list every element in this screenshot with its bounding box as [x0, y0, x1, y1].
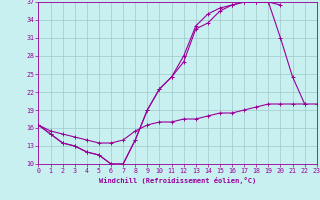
X-axis label: Windchill (Refroidissement éolien,°C): Windchill (Refroidissement éolien,°C): [99, 177, 256, 184]
